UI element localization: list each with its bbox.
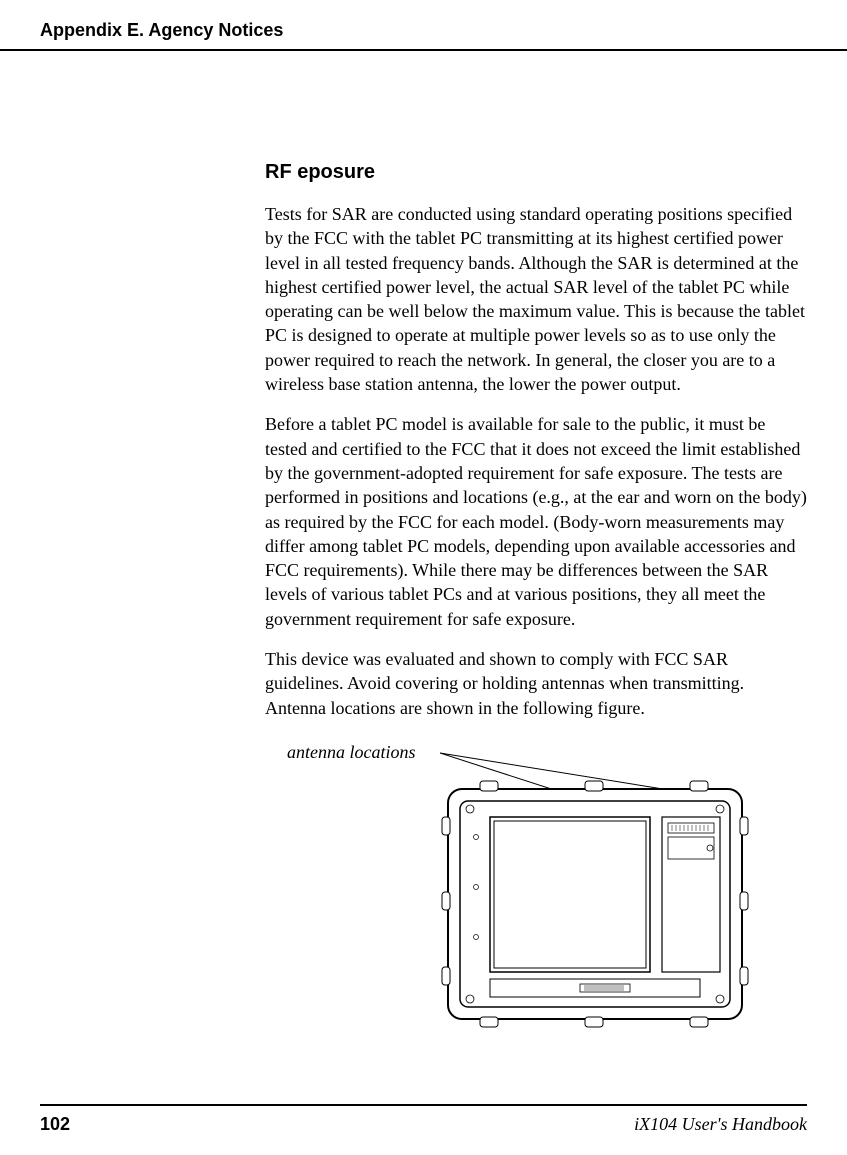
page-header: Appendix E. Agency Notices (0, 0, 847, 51)
paragraph-3: This device was evaluated and shown to c… (265, 647, 807, 720)
tablet-device-icon (440, 777, 750, 1032)
figure: antenna locations (265, 742, 807, 1062)
page-number: 102 (40, 1114, 70, 1135)
page-content: RF eposure Tests for SAR are conducted u… (0, 51, 847, 1062)
paragraph-2: Before a tablet PC model is available fo… (265, 412, 807, 631)
paragraph-1: Tests for SAR are conducted using standa… (265, 202, 807, 396)
section-heading: RF eposure (265, 161, 807, 184)
figure-label: antenna locations (287, 742, 416, 763)
header-title: Appendix E. Agency Notices (40, 20, 807, 41)
book-title: iX104 User's Handbook (634, 1114, 807, 1135)
page-footer: 102 iX104 User's Handbook (40, 1104, 807, 1135)
